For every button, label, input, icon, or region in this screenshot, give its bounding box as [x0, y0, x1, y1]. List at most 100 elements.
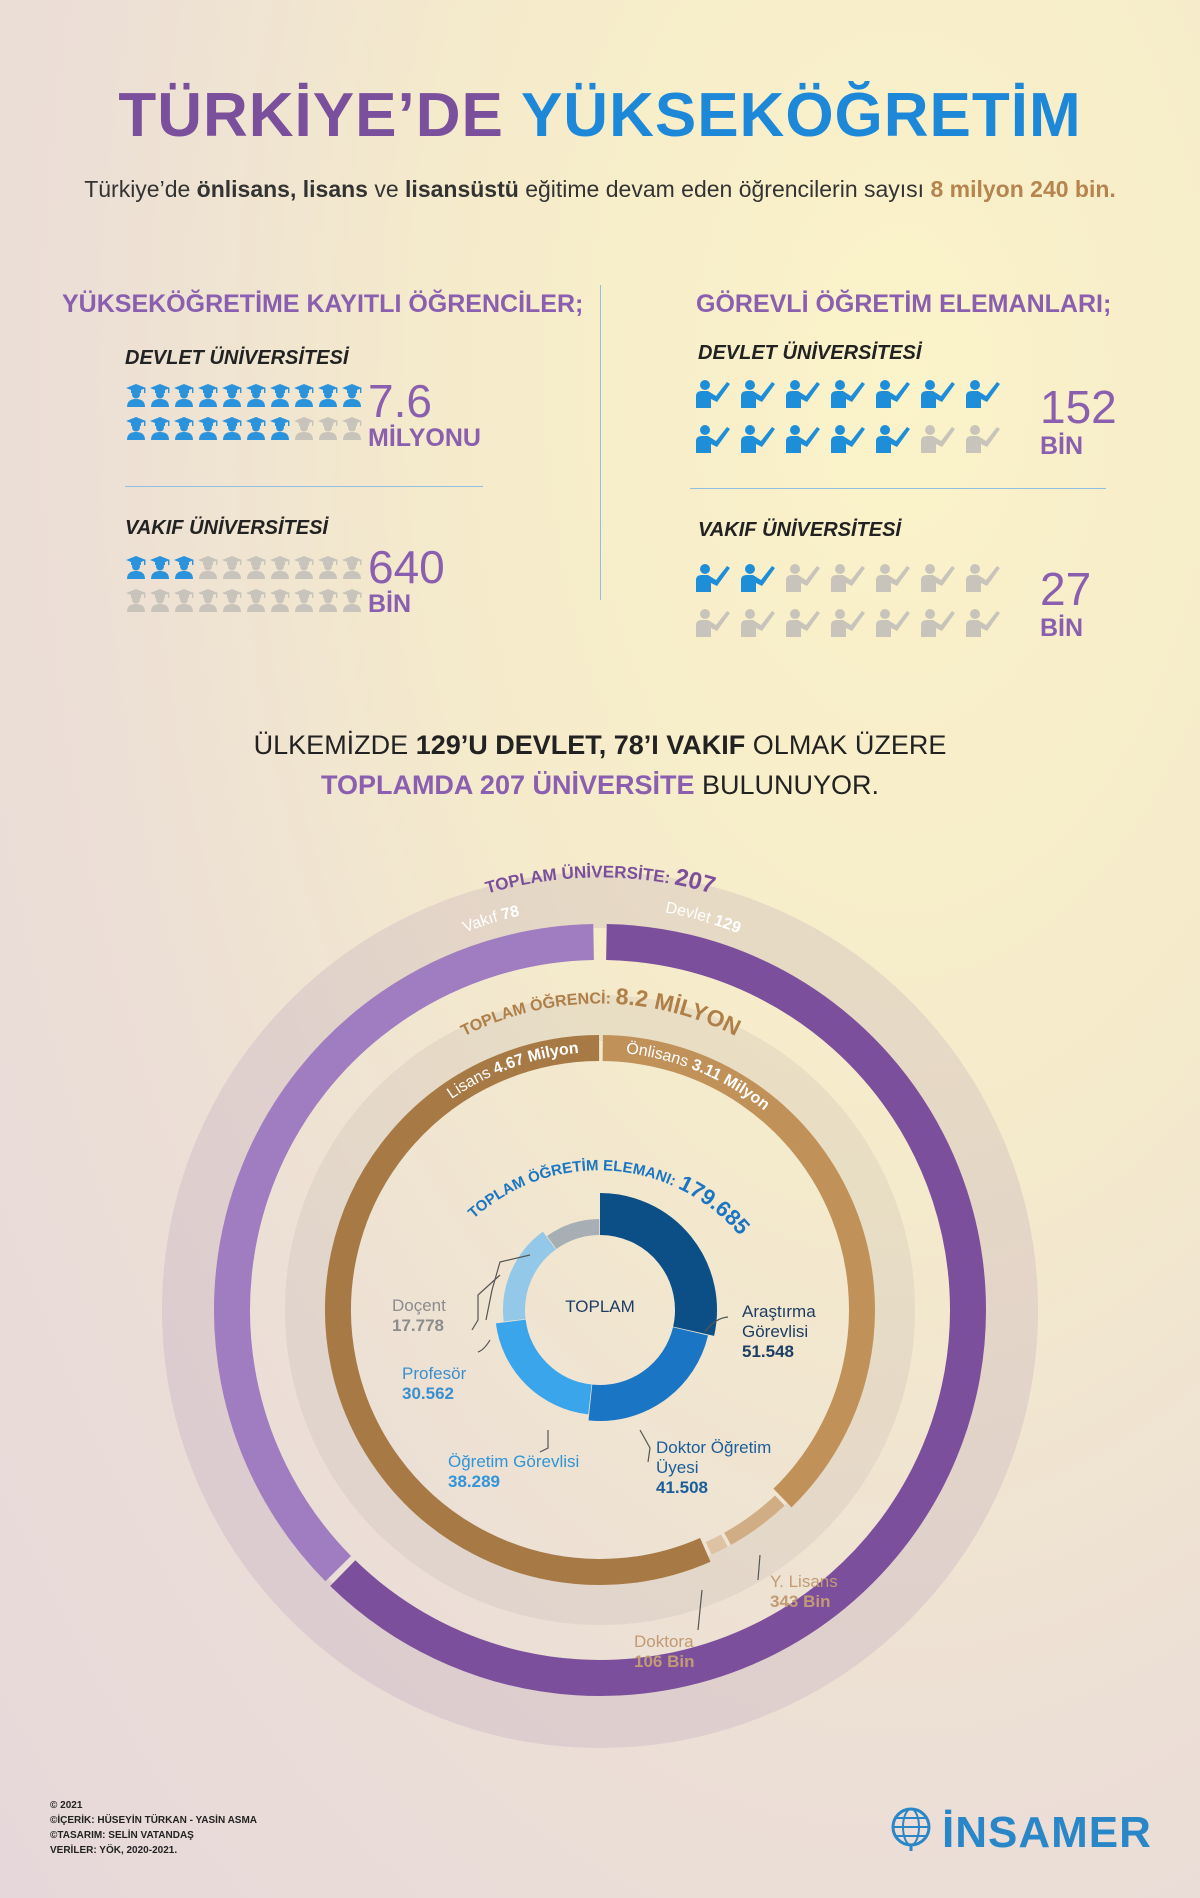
students-vakif-icons: [125, 555, 365, 621]
universities-line-1: ÜLKEMİZDE 129’U DEVLET, 78’I VAKIF OLMAK…: [253, 730, 947, 760]
teacher-icon: [831, 607, 865, 642]
graduate-icon: [317, 555, 339, 584]
teacher-icon: [741, 423, 775, 458]
graduate-icon: [173, 588, 195, 617]
graduate-icon: [125, 383, 147, 412]
donut-profesor: [503, 1231, 557, 1322]
ring-chart: TOPLAM ÜNİVERSİTE: 207 Vakıf 78 Devlet 1…: [162, 862, 1038, 1748]
teacher-icon: [786, 378, 820, 413]
teacher-icon: [696, 423, 730, 458]
donut-arastirma: [599, 1193, 717, 1336]
donut-center-label: TOPLAM: [565, 1297, 635, 1316]
graduate-icon: [317, 588, 339, 617]
teacher-icon: [696, 378, 730, 413]
graduate-icon: [197, 588, 219, 617]
graduate-icon: [221, 555, 243, 584]
teacher-icon: [786, 607, 820, 642]
teacher-icon: [741, 607, 775, 642]
graduate-icon: [125, 416, 147, 445]
graduate-icon: [173, 416, 195, 445]
graduate-icon: [293, 555, 315, 584]
graduate-icon: [149, 416, 171, 445]
graduate-icon: [269, 416, 291, 445]
leader-lines: [471, 1254, 761, 1631]
donut-docent: [547, 1219, 600, 1250]
staff-separator: [690, 488, 1106, 489]
teacher-icon: [741, 562, 775, 597]
label-doktora: Doktora 106 Bin: [634, 1632, 695, 1671]
graduate-icon: [149, 588, 171, 617]
teacher-icon: [831, 423, 865, 458]
graduate-icon: [197, 416, 219, 445]
staff-devlet-label: DEVLET ÜNİVERSİTESİ: [698, 342, 922, 364]
ring-stu-onlisans-arc: [602, 1035, 875, 1508]
label-arastirma: Araştırma Görevlisi 51.548: [742, 1302, 816, 1361]
graduate-icon: [221, 383, 243, 412]
teacher-icon: [831, 378, 865, 413]
graduate-icon: [269, 383, 291, 412]
donut-ogretim: [495, 1319, 593, 1415]
credits: © 2021 ©İÇERİK: HÜSEYİN TÜRKAN - YASİN A…: [50, 1800, 258, 1856]
students-devlet-label: DEVLET ÜNİVERSİTESİ: [125, 347, 349, 369]
ring-stu-halo: [285, 995, 915, 1625]
graduate-icon: [341, 416, 363, 445]
staff-vakif-unit: BİN: [1040, 614, 1084, 642]
label-ylisans: Y. Lisans 343 Bin: [770, 1572, 838, 1611]
donut-doktor: [588, 1326, 709, 1421]
ring-stu-doktora-arc: [705, 1534, 728, 1555]
graduate-icon: [293, 588, 315, 617]
staff-devlet-value: 152: [1040, 381, 1117, 433]
teacher-icon: [966, 562, 1000, 597]
graduate-icon: [149, 383, 171, 412]
label-docent: Doçent 17.778: [392, 1296, 446, 1335]
staff-devlet-icons: [696, 378, 1011, 468]
graduate-icon: [221, 588, 243, 617]
teacher-icon: [876, 423, 910, 458]
students-vakif-label: VAKIF ÜNİVERSİTESİ: [125, 517, 328, 539]
section-divider: [600, 285, 601, 600]
graduate-icon: [221, 416, 243, 445]
students-vakif-value: 640: [368, 541, 445, 593]
graduate-icon: [245, 416, 267, 445]
globe-icon: [888, 1806, 934, 1857]
graduate-icon: [341, 555, 363, 584]
graduate-icon: [245, 588, 267, 617]
graduate-icon: [173, 555, 195, 584]
ring-uni-halo: [162, 872, 1038, 1748]
teacher-icon: [966, 378, 1000, 413]
ring-stu-lisans-arc: [325, 1035, 711, 1585]
teacher-icon: [921, 562, 955, 597]
students-vakif-unit: BİN: [368, 590, 412, 618]
page-title: TÜRKİYE’DE YÜKSEKÖĞRETİM: [118, 81, 1082, 150]
ring-uni-vakif-arc: [214, 924, 594, 1582]
staff-vakif-value: 27: [1040, 563, 1092, 615]
students-separator: [125, 486, 483, 487]
teacher-icon: [876, 607, 910, 642]
teacher-icon: [966, 607, 1000, 642]
students-devlet-value: 7.6: [368, 375, 432, 427]
graduate-icon: [125, 555, 147, 584]
ring-stu-ylisans-arc: [724, 1495, 785, 1545]
teacher-icon: [966, 423, 1000, 458]
teacher-icon: [921, 378, 955, 413]
staff-vakif-label: VAKIF ÜNİVERSİTESİ: [698, 519, 901, 541]
graduate-icon: [269, 555, 291, 584]
graduate-icon: [293, 383, 315, 412]
graduate-icon: [245, 383, 267, 412]
insamer-logo: İNSAMER: [942, 1808, 1152, 1857]
graduate-icon: [317, 416, 339, 445]
graduate-icon: [149, 555, 171, 584]
teacher-icon: [876, 562, 910, 597]
graduate-icon: [341, 588, 363, 617]
teacher-icon: [921, 607, 955, 642]
teacher-icon: [831, 562, 865, 597]
graduate-icon: [245, 555, 267, 584]
universities-line-2: TOPLAMDA 207 ÜNİVERSİTE BULUNUYOR.: [320, 770, 880, 800]
teacher-icon: [786, 562, 820, 597]
label-profesor: Profesör 30.562: [402, 1364, 467, 1403]
graduate-icon: [173, 383, 195, 412]
page-subtitle: Türkiye’de önlisans, lisans ve lisansüst…: [84, 176, 1116, 202]
teacher-icon: [741, 378, 775, 413]
students-devlet-icons: [125, 383, 365, 449]
graduate-icon: [125, 588, 147, 617]
